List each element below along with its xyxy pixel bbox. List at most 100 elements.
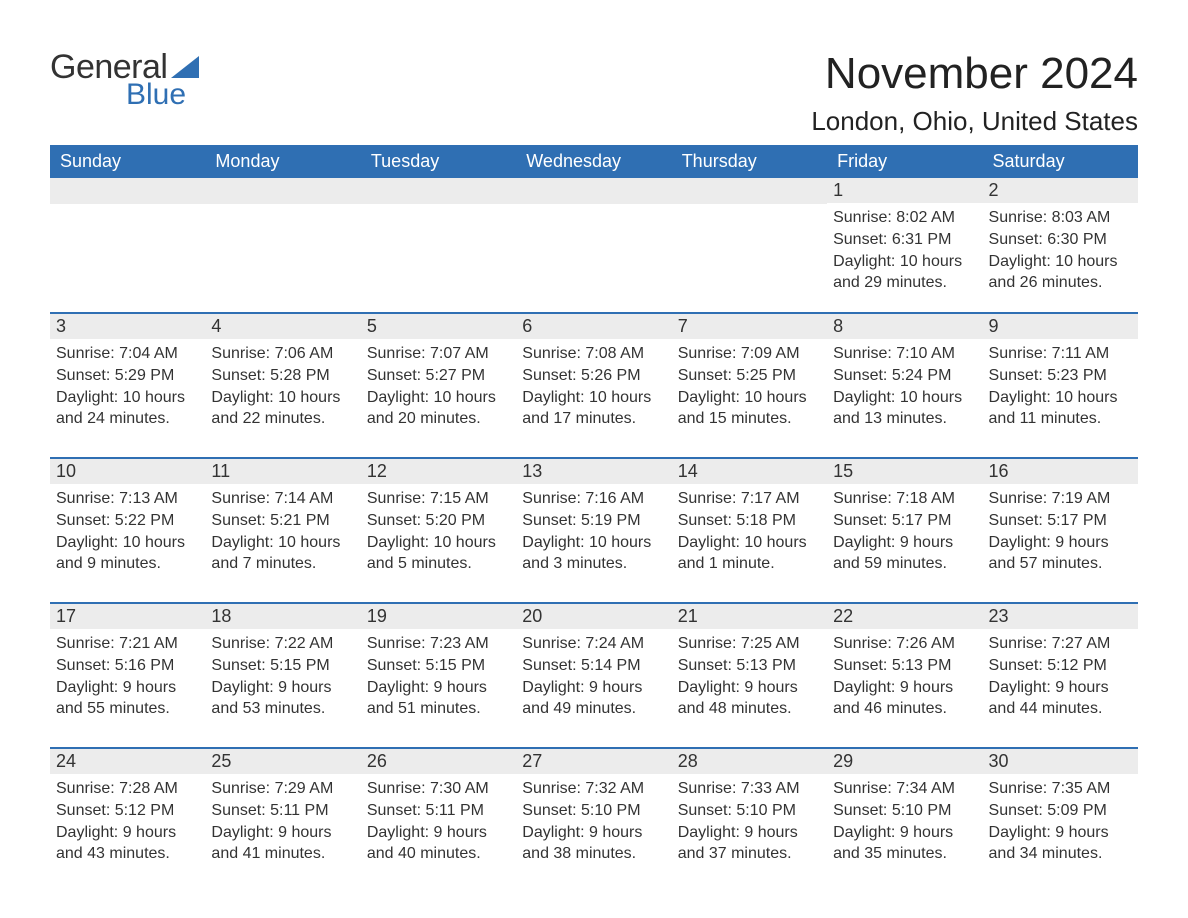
daylight-line: Daylight: 10 hours and 9 minutes.: [56, 532, 199, 575]
day-number: [672, 178, 827, 204]
day-header: Thursday: [672, 145, 827, 178]
sunrise-line: Sunrise: 7:08 AM: [522, 343, 665, 365]
day-number: 18: [205, 602, 360, 629]
daylight-line: Daylight: 9 hours and 34 minutes.: [989, 822, 1132, 865]
day-number: [516, 178, 671, 204]
calendar-cell: 21Sunrise: 7:25 AMSunset: 5:13 PMDayligh…: [672, 602, 827, 747]
day-details: Sunrise: 7:28 AMSunset: 5:12 PMDaylight:…: [50, 774, 205, 864]
calendar-cell: 6Sunrise: 7:08 AMSunset: 5:26 PMDaylight…: [516, 312, 671, 457]
sunrise-line: Sunrise: 7:27 AM: [989, 633, 1132, 655]
day-details: Sunrise: 7:26 AMSunset: 5:13 PMDaylight:…: [827, 629, 982, 719]
calendar-cell: 29Sunrise: 7:34 AMSunset: 5:10 PMDayligh…: [827, 747, 982, 892]
daylight-line: Daylight: 9 hours and 51 minutes.: [367, 677, 510, 720]
day-details: Sunrise: 7:25 AMSunset: 5:13 PMDaylight:…: [672, 629, 827, 719]
day-number: 23: [983, 602, 1138, 629]
sunrise-line: Sunrise: 8:03 AM: [989, 207, 1132, 229]
day-number: [361, 178, 516, 204]
day-details: Sunrise: 7:29 AMSunset: 5:11 PMDaylight:…: [205, 774, 360, 864]
daylight-line: Daylight: 9 hours and 46 minutes.: [833, 677, 976, 720]
sunset-line: Sunset: 6:31 PM: [833, 229, 976, 251]
day-number: 26: [361, 747, 516, 774]
day-number: 21: [672, 602, 827, 629]
day-details: Sunrise: 7:24 AMSunset: 5:14 PMDaylight:…: [516, 629, 671, 719]
day-details: Sunrise: 7:15 AMSunset: 5:20 PMDaylight:…: [361, 484, 516, 574]
calendar-cell: 2Sunrise: 8:03 AMSunset: 6:30 PMDaylight…: [983, 178, 1138, 312]
day-number: 25: [205, 747, 360, 774]
daylight-line: Daylight: 9 hours and 44 minutes.: [989, 677, 1132, 720]
sunset-line: Sunset: 5:17 PM: [989, 510, 1132, 532]
calendar-cell: 20Sunrise: 7:24 AMSunset: 5:14 PMDayligh…: [516, 602, 671, 747]
calendar-table: SundayMondayTuesdayWednesdayThursdayFrid…: [50, 145, 1138, 892]
sunset-line: Sunset: 5:13 PM: [678, 655, 821, 677]
sunset-line: Sunset: 5:18 PM: [678, 510, 821, 532]
calendar-cell: 26Sunrise: 7:30 AMSunset: 5:11 PMDayligh…: [361, 747, 516, 892]
sunset-line: Sunset: 5:13 PM: [833, 655, 976, 677]
day-details: Sunrise: 7:34 AMSunset: 5:10 PMDaylight:…: [827, 774, 982, 864]
day-number: 28: [672, 747, 827, 774]
sunset-line: Sunset: 5:28 PM: [211, 365, 354, 387]
calendar-cell: 7Sunrise: 7:09 AMSunset: 5:25 PMDaylight…: [672, 312, 827, 457]
sunrise-line: Sunrise: 7:30 AM: [367, 778, 510, 800]
day-details: Sunrise: 8:02 AMSunset: 6:31 PMDaylight:…: [827, 203, 982, 293]
sunrise-line: Sunrise: 7:04 AM: [56, 343, 199, 365]
sunset-line: Sunset: 5:11 PM: [367, 800, 510, 822]
sunrise-line: Sunrise: 7:13 AM: [56, 488, 199, 510]
day-details: Sunrise: 7:19 AMSunset: 5:17 PMDaylight:…: [983, 484, 1138, 574]
daylight-line: Daylight: 10 hours and 13 minutes.: [833, 387, 976, 430]
day-number: 22: [827, 602, 982, 629]
day-number: 30: [983, 747, 1138, 774]
day-number: 5: [361, 312, 516, 339]
sunset-line: Sunset: 5:09 PM: [989, 800, 1132, 822]
sunset-line: Sunset: 5:11 PM: [211, 800, 354, 822]
day-number: 1: [827, 178, 982, 203]
sunrise-line: Sunrise: 7:24 AM: [522, 633, 665, 655]
day-details: Sunrise: 7:11 AMSunset: 5:23 PMDaylight:…: [983, 339, 1138, 429]
day-details: Sunrise: 7:33 AMSunset: 5:10 PMDaylight:…: [672, 774, 827, 864]
daylight-line: Daylight: 10 hours and 7 minutes.: [211, 532, 354, 575]
calendar-cell: 15Sunrise: 7:18 AMSunset: 5:17 PMDayligh…: [827, 457, 982, 602]
page-header: General Blue November 2024 London, Ohio,…: [50, 50, 1138, 137]
day-details: Sunrise: 7:21 AMSunset: 5:16 PMDaylight:…: [50, 629, 205, 719]
calendar-cell: 5Sunrise: 7:07 AMSunset: 5:27 PMDaylight…: [361, 312, 516, 457]
daylight-line: Daylight: 9 hours and 38 minutes.: [522, 822, 665, 865]
day-details: Sunrise: 7:04 AMSunset: 5:29 PMDaylight:…: [50, 339, 205, 429]
sunset-line: Sunset: 5:10 PM: [678, 800, 821, 822]
sunset-line: Sunset: 5:19 PM: [522, 510, 665, 532]
sunset-line: Sunset: 5:26 PM: [522, 365, 665, 387]
sunset-line: Sunset: 5:29 PM: [56, 365, 199, 387]
sunrise-line: Sunrise: 7:19 AM: [989, 488, 1132, 510]
calendar-cell: 17Sunrise: 7:21 AMSunset: 5:16 PMDayligh…: [50, 602, 205, 747]
sunrise-line: Sunrise: 7:22 AM: [211, 633, 354, 655]
sunrise-line: Sunrise: 7:34 AM: [833, 778, 976, 800]
sunrise-line: Sunrise: 7:35 AM: [989, 778, 1132, 800]
day-header: Wednesday: [516, 145, 671, 178]
day-header: Friday: [827, 145, 982, 178]
day-number: 15: [827, 457, 982, 484]
calendar-cell: [516, 178, 671, 312]
week-row: 3Sunrise: 7:04 AMSunset: 5:29 PMDaylight…: [50, 312, 1138, 457]
day-details: Sunrise: 7:23 AMSunset: 5:15 PMDaylight:…: [361, 629, 516, 719]
day-number: 6: [516, 312, 671, 339]
sunrise-line: Sunrise: 7:25 AM: [678, 633, 821, 655]
daylight-line: Daylight: 9 hours and 48 minutes.: [678, 677, 821, 720]
sunset-line: Sunset: 5:20 PM: [367, 510, 510, 532]
calendar-cell: [361, 178, 516, 312]
day-number: 4: [205, 312, 360, 339]
day-header-row: SundayMondayTuesdayWednesdayThursdayFrid…: [50, 145, 1138, 178]
day-header: Tuesday: [361, 145, 516, 178]
day-details: Sunrise: 7:14 AMSunset: 5:21 PMDaylight:…: [205, 484, 360, 574]
calendar-cell: 24Sunrise: 7:28 AMSunset: 5:12 PMDayligh…: [50, 747, 205, 892]
calendar-cell: 14Sunrise: 7:17 AMSunset: 5:18 PMDayligh…: [672, 457, 827, 602]
calendar-cell: 27Sunrise: 7:32 AMSunset: 5:10 PMDayligh…: [516, 747, 671, 892]
daylight-line: Daylight: 9 hours and 43 minutes.: [56, 822, 199, 865]
daylight-line: Daylight: 10 hours and 24 minutes.: [56, 387, 199, 430]
sunrise-line: Sunrise: 7:07 AM: [367, 343, 510, 365]
day-number: 20: [516, 602, 671, 629]
month-title: November 2024: [811, 50, 1138, 98]
sunset-line: Sunset: 5:10 PM: [522, 800, 665, 822]
sunrise-line: Sunrise: 7:17 AM: [678, 488, 821, 510]
day-header: Saturday: [983, 145, 1138, 178]
day-number: 12: [361, 457, 516, 484]
day-details: Sunrise: 7:18 AMSunset: 5:17 PMDaylight:…: [827, 484, 982, 574]
sunset-line: Sunset: 5:23 PM: [989, 365, 1132, 387]
